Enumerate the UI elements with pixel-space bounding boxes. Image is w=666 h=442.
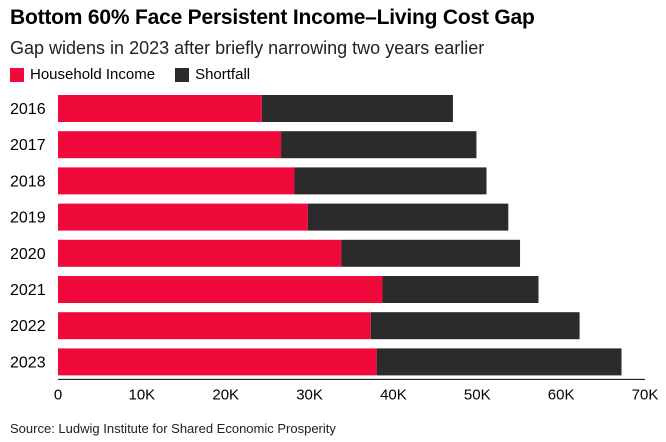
category-label-2021: 2021: [10, 282, 46, 299]
legend-label-shortfall: Shortfall: [195, 66, 251, 83]
legend-label-household-income: Household Income: [30, 66, 156, 83]
bar-shortfall-2020: [341, 239, 521, 267]
bar-household-income-2019: [58, 203, 308, 231]
x-tick-label-60K: 60K: [548, 386, 575, 403]
x-tick-label-50K: 50K: [464, 386, 491, 403]
bar-shortfall-2022: [370, 312, 580, 340]
source-note: Source: Ludwig Institute for Shared Econ…: [10, 421, 336, 436]
bar-household-income-2023: [58, 348, 377, 376]
category-label-2022: 2022: [10, 318, 46, 335]
bar-shortfall-2017: [281, 131, 477, 159]
category-label-2017: 2017: [10, 137, 46, 154]
category-label-2019: 2019: [10, 210, 46, 227]
category-label-2016: 2016: [10, 101, 46, 118]
bar-household-income-2017: [58, 131, 282, 159]
bar-household-income-2020: [58, 239, 342, 267]
legend-item-household-income: Household Income: [10, 66, 155, 83]
chart-subtitle: Gap widens in 2023 after briefly narrowi…: [10, 38, 485, 58]
legend-swatch-shortfall: [175, 67, 190, 82]
bar-shortfall-2019: [307, 203, 509, 231]
bar-household-income-2018: [58, 167, 295, 195]
x-tick-label-40K: 40K: [380, 386, 407, 403]
bar-household-income-2022: [58, 312, 371, 340]
x-tick-label-70K: 70K: [632, 386, 659, 403]
category-label-2023: 2023: [10, 354, 46, 371]
category-label-2018: 2018: [10, 173, 46, 190]
x-tick-label-30K: 30K: [296, 386, 323, 403]
bar-shortfall-2018: [294, 167, 487, 195]
bar-shortfall-2021: [382, 276, 539, 303]
category-label-2020: 2020: [10, 246, 46, 263]
legend: Household Income Shortfall: [10, 66, 270, 83]
bar-shortfall-2016: [261, 95, 453, 122]
bar-household-income-2021: [58, 276, 383, 303]
x-tick-label-10K: 10K: [129, 386, 156, 403]
chart-title: Bottom 60% Face Persistent Income–Living…: [10, 6, 535, 29]
legend-swatch-household-income: [10, 67, 24, 82]
bar-household-income-2016: [58, 95, 262, 122]
x-tick-label-20K: 20K: [212, 386, 239, 403]
bar-shortfall-2023: [376, 348, 622, 376]
x-tick-label-0: 0: [54, 386, 62, 403]
legend-item-shortfall: Shortfall: [175, 66, 250, 83]
